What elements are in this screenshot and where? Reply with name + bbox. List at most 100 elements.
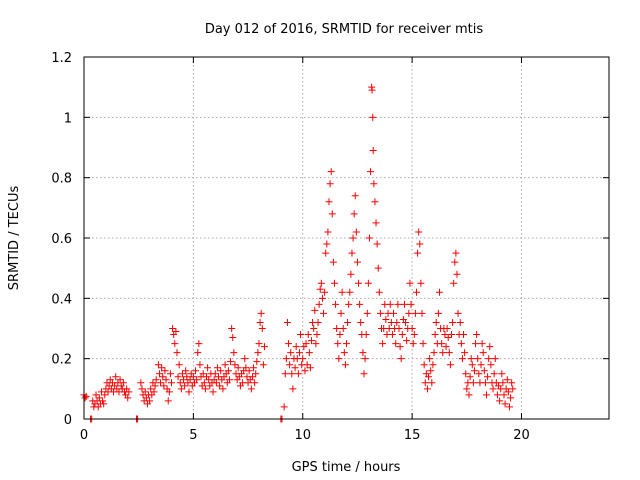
data-point: [172, 328, 180, 336]
x-tick-label: 20: [513, 428, 530, 443]
data-point: [445, 349, 453, 357]
data-point: [487, 361, 495, 369]
data-point: [508, 379, 516, 387]
data-point: [403, 337, 411, 345]
data-point: [408, 325, 416, 332]
data-point: [467, 355, 475, 363]
data-point: [209, 388, 217, 396]
data-point: [168, 379, 175, 387]
data-point: [200, 379, 208, 387]
data-point: [330, 279, 338, 287]
data-point: [186, 376, 194, 384]
data-point: [483, 391, 490, 399]
data-point: [258, 325, 266, 332]
data-point: [496, 397, 504, 405]
data-point: [231, 361, 239, 369]
data-point: [254, 349, 262, 357]
data-point: [294, 370, 302, 378]
data-point: [213, 364, 221, 372]
data-point: [503, 376, 511, 384]
data-point: [310, 325, 318, 332]
data-point: [374, 264, 382, 272]
y-tick-label: 0.4: [51, 292, 72, 307]
data-point: [313, 331, 321, 339]
data-point: [350, 210, 358, 218]
data-point: [154, 361, 162, 369]
data-point: [347, 270, 355, 278]
y-tick-label: 0.8: [51, 172, 72, 187]
data-point: [477, 361, 485, 369]
data-point: [327, 168, 335, 176]
data-point: [286, 361, 294, 369]
data-point: [402, 318, 410, 326]
data-point: [150, 388, 158, 396]
data-point: [421, 379, 429, 387]
data-point: [302, 340, 310, 348]
x-tick-label: 5: [189, 428, 197, 443]
data-point: [166, 370, 174, 378]
data-point: [138, 385, 146, 393]
data-point: [498, 370, 506, 378]
data-point: [371, 198, 379, 206]
data-point: [201, 385, 209, 393]
data-point: [491, 355, 499, 363]
data-point: [98, 388, 105, 396]
data-point: [335, 355, 343, 363]
data-point: [175, 361, 183, 369]
data-point: [351, 192, 359, 200]
data-point: [490, 370, 498, 378]
data-point: [194, 349, 202, 357]
data-point: [221, 361, 229, 369]
data-point: [308, 337, 315, 345]
data-point: [125, 388, 133, 396]
y-tick-label: 1.2: [51, 51, 72, 66]
data-point: [285, 340, 293, 348]
data-point: [333, 325, 341, 332]
data-point: [456, 318, 464, 326]
data-point: [485, 355, 493, 363]
data-point: [157, 379, 165, 387]
data-point: [465, 391, 473, 399]
data-point: [400, 300, 408, 308]
data-point: [289, 385, 297, 393]
data-point: [357, 318, 365, 326]
data-point: [177, 385, 185, 393]
data-point: [509, 385, 517, 393]
x-tick-label: 10: [294, 428, 311, 443]
data-point: [443, 325, 451, 332]
data-point: [349, 234, 357, 242]
y-tick-label: 0: [64, 413, 72, 428]
data-point: [281, 370, 289, 378]
data-point: [463, 385, 471, 393]
data-point: [260, 343, 268, 351]
x-tick-label: 0: [80, 428, 88, 443]
data-point: [394, 300, 402, 308]
data-point: [155, 370, 163, 378]
data-point: [504, 388, 512, 396]
data-point: [379, 340, 387, 348]
data-point: [195, 340, 203, 348]
data-point: [428, 379, 436, 387]
data-point: [373, 240, 381, 248]
data-point: [251, 379, 259, 387]
data-point: [507, 394, 515, 402]
data-point: [343, 340, 350, 348]
data-point: [419, 340, 427, 348]
data-point: [361, 355, 369, 363]
data-point: [295, 349, 303, 357]
data-point: [227, 358, 235, 366]
data-point: [372, 219, 380, 227]
data-point: [417, 279, 425, 287]
data-point: [479, 349, 487, 357]
data-point: [317, 279, 325, 287]
data-point: [160, 382, 168, 390]
data-point: [406, 279, 414, 287]
data-point: [280, 403, 288, 411]
data-point: [407, 300, 415, 308]
data-point: [182, 367, 190, 375]
data-point: [423, 385, 431, 393]
data-point: [325, 198, 333, 206]
data-point: [493, 391, 501, 399]
data-point: [410, 331, 418, 339]
data-point: [283, 318, 291, 326]
